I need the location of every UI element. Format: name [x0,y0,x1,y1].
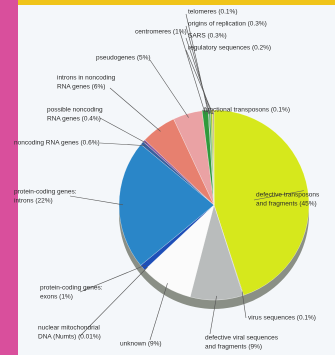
leader-line [149,59,189,118]
labels: defective transposons and fragments (45%)… [14,9,320,351]
leader-line [185,25,211,115]
slice-label: protein-coding genes: [14,189,77,196]
slice-label: defective viral sequences [205,335,279,342]
slice-label: pseudogenes (5%) [96,55,151,62]
side-strip [0,0,18,355]
slice-label: possible noncoding [47,107,103,114]
slice-label: regulatory sequences (0.2%) [188,45,271,52]
slice-label: telomeres (0.1%) [188,9,238,16]
slice-label: introns (22%) [14,198,53,205]
leader-line [185,37,212,115]
slice-label: RNA genes (0.4%) [47,116,101,123]
slice-label: RNA genes (6%) [57,84,105,91]
slice-label: introns in noncoding [57,75,116,82]
leader-line [99,142,146,146]
slice-label: nuclear mitochondrial [38,325,100,332]
slice-label: virus sequences (0.1%) [248,315,316,322]
slice-label: noncoding RNA genes (0.6%) [14,140,100,147]
leader-line [201,109,214,115]
leader-line [109,87,161,132]
slice-label: unknown (9%) [120,341,162,348]
leader-line [149,283,168,341]
slice-label: origins of replication (0.3%) [188,21,267,28]
leader-line [209,295,217,335]
leader-line [253,190,304,201]
slice-label: exons (1%) [40,294,73,301]
leader-line [79,266,148,337]
leader-line [99,117,148,144]
slice-label: and fragments (45%) [256,201,317,208]
slice-label: centromeres (1%) [135,29,187,36]
pie-slice [118,144,215,266]
leader-line [179,31,206,115]
slice-label: SARS (0.3%) [188,33,227,40]
leader-line [185,49,214,115]
pie-slice [213,109,215,206]
leader-line [69,195,124,206]
leader-line [79,264,146,293]
slice-label: protein-coding genes: [40,285,103,292]
slice-label: and fragments (9%) [205,344,262,351]
slice-label: functional transposons (0.1%) [204,107,290,114]
leader-line [241,291,247,319]
pie [118,109,310,301]
pie-slice [213,109,310,296]
top-border [0,0,335,5]
leader-line [185,13,209,115]
slice-label: defective transposons [256,192,320,199]
slice-label: DNA (Numts) (0.01%) [38,334,101,341]
